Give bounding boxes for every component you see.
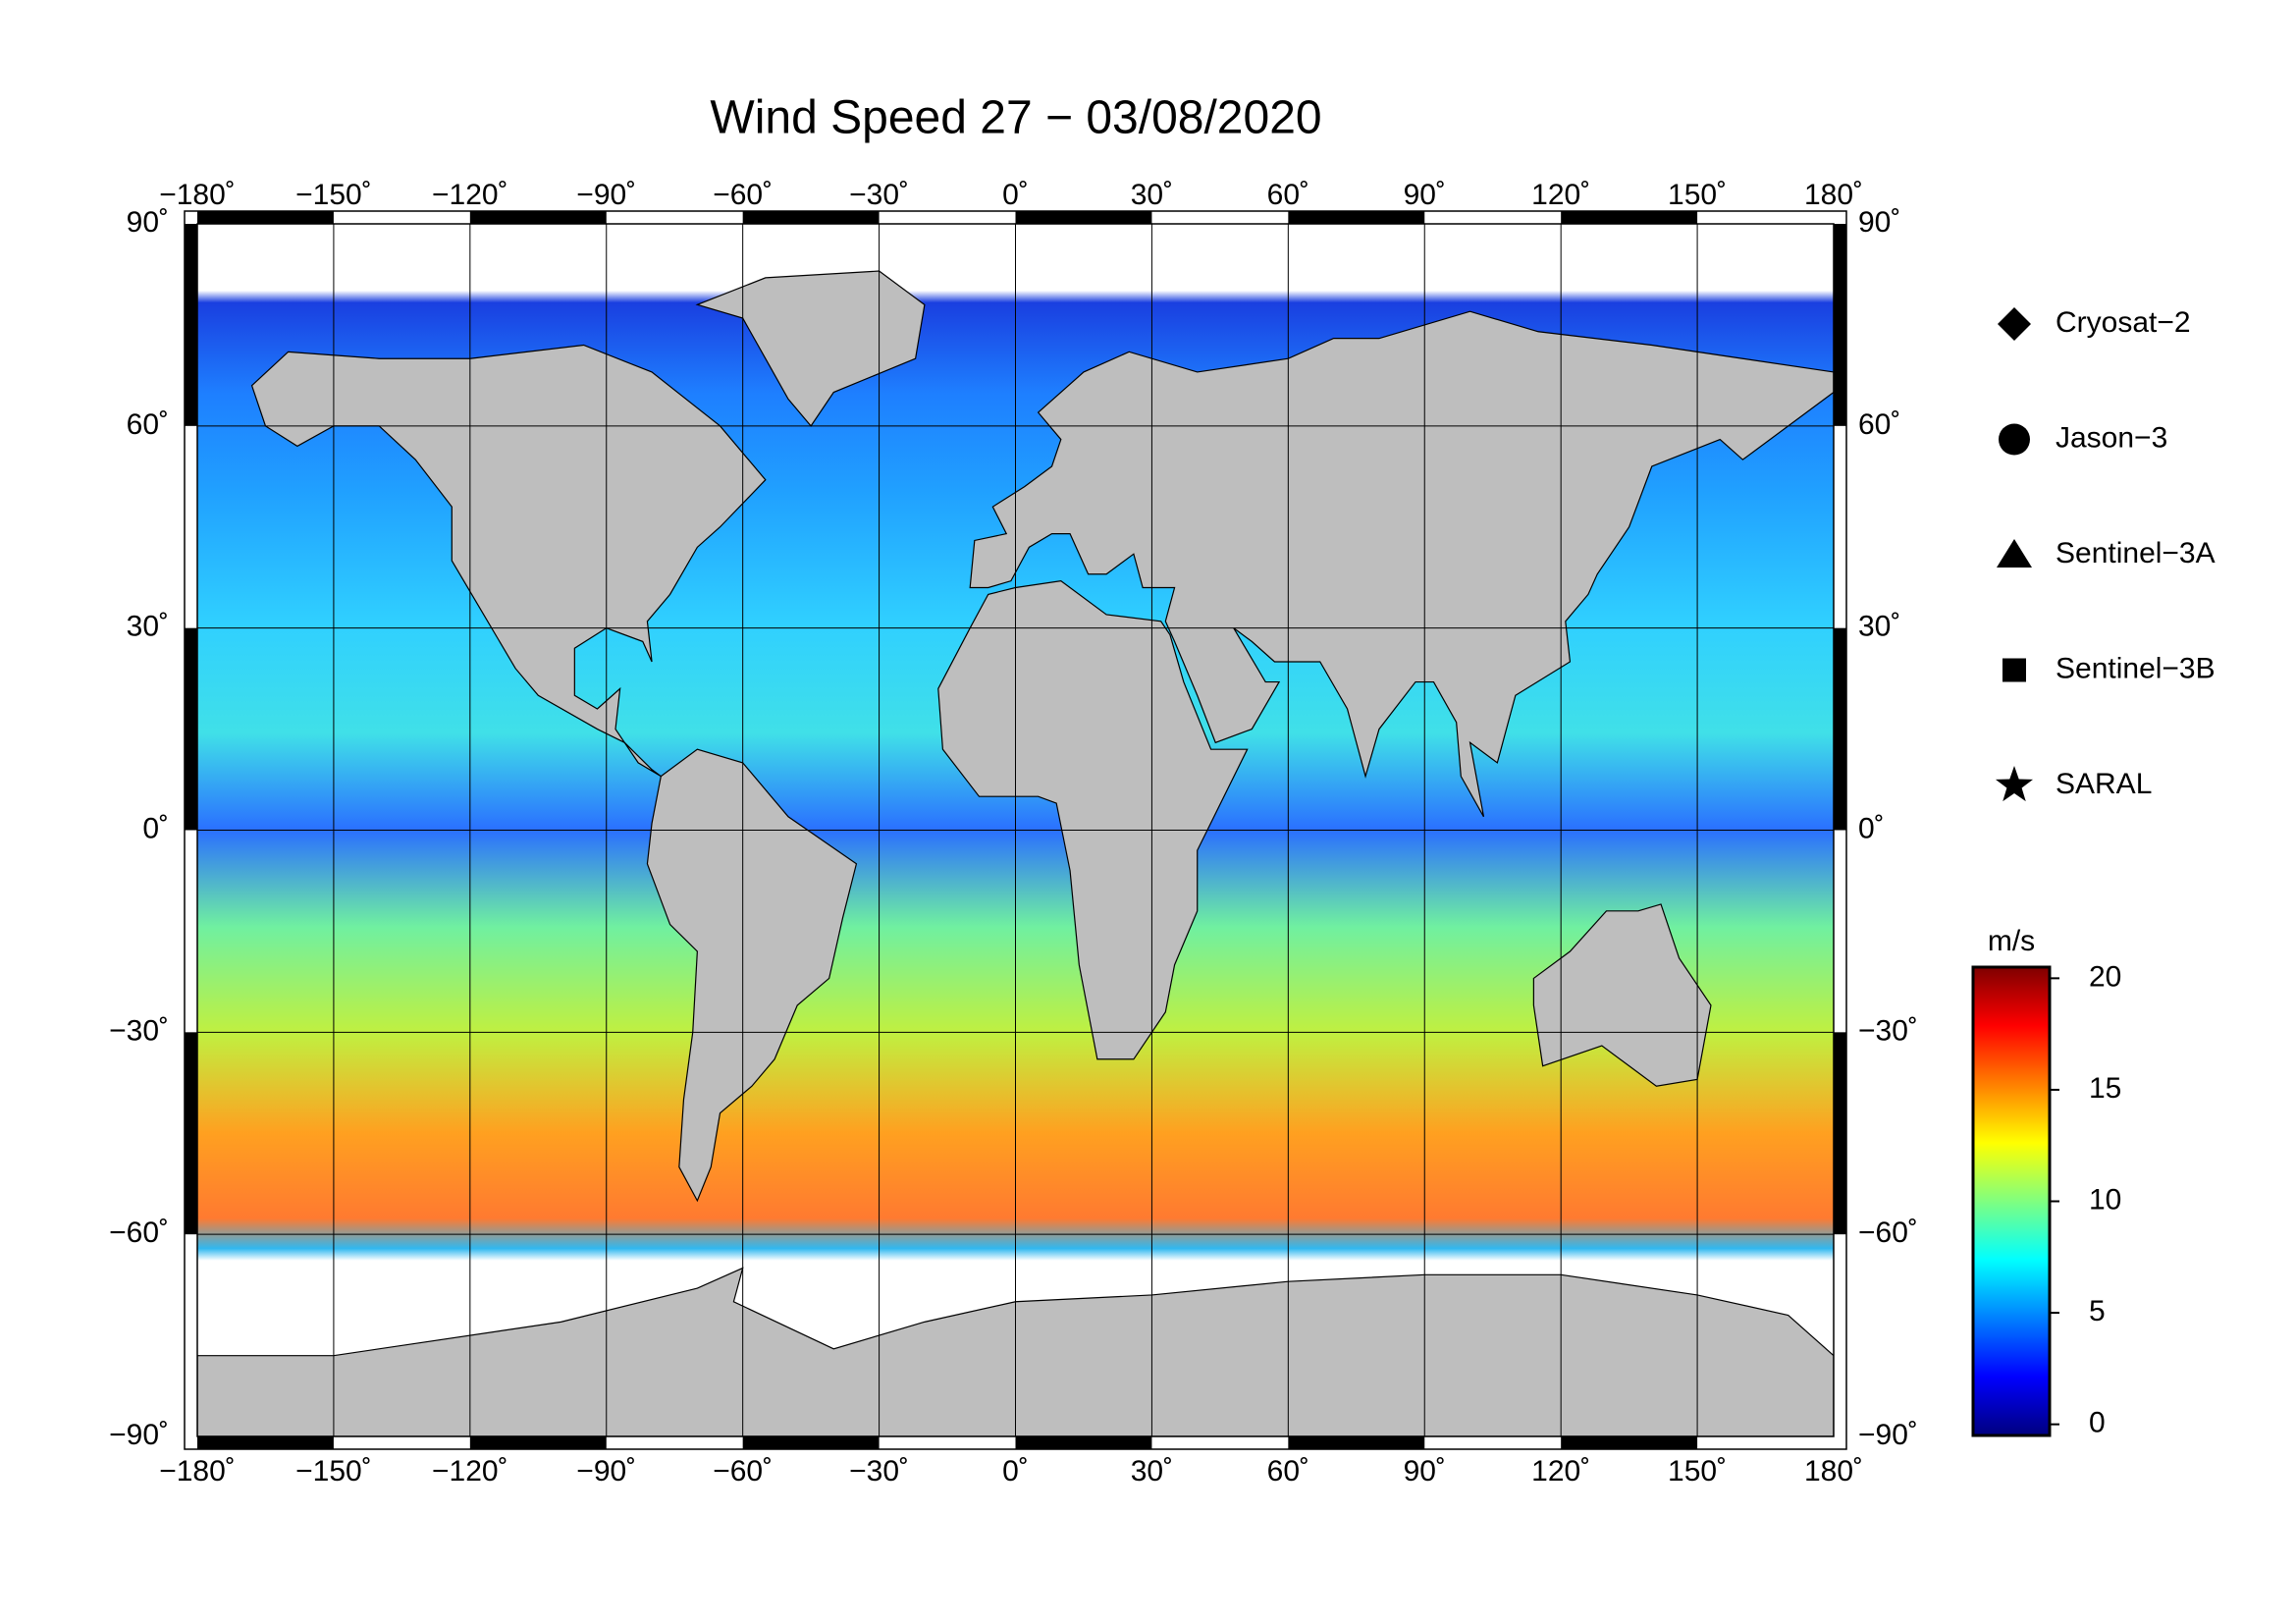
x-tick-label: 120˚ xyxy=(1531,1455,1590,1488)
frame-segment xyxy=(185,627,197,831)
y-tick-label: 90˚ xyxy=(1858,206,1900,239)
frame-segment xyxy=(1834,1032,1846,1235)
y-tick-label: −60˚ xyxy=(109,1217,169,1249)
frame-segment xyxy=(197,211,334,224)
x-tick-label: 0˚ xyxy=(1002,1455,1029,1488)
legend-marker xyxy=(1997,539,2032,568)
x-tick-label: 30˚ xyxy=(1131,1455,1173,1488)
legend-label: SARAL xyxy=(2056,768,2152,800)
frame-segment xyxy=(1015,211,1152,224)
x-tick-label: −180˚ xyxy=(159,179,236,211)
x-tick-label: 90˚ xyxy=(1404,179,1446,211)
x-tick-label: −60˚ xyxy=(713,179,773,211)
x-tick-label: 60˚ xyxy=(1267,1455,1309,1488)
australia xyxy=(1532,903,1712,1087)
frame-segment xyxy=(742,211,880,224)
x-tick-label: −120˚ xyxy=(432,179,508,211)
frame-segment xyxy=(185,224,197,426)
y-tick-label: −30˚ xyxy=(109,1014,169,1047)
x-tick-label: −30˚ xyxy=(849,179,909,211)
x-tick-label: 90˚ xyxy=(1404,1455,1446,1488)
x-tick-label: −120˚ xyxy=(432,1455,508,1488)
x-tick-label: −60˚ xyxy=(713,1455,773,1488)
colorbar-tick-label: 0 xyxy=(2089,1407,2106,1439)
colorbar-tick-label: 10 xyxy=(2089,1183,2121,1216)
x-tick-label: −90˚ xyxy=(576,1455,636,1488)
y-tick-label: −90˚ xyxy=(109,1419,169,1451)
x-tick-label: −180˚ xyxy=(159,1455,236,1488)
y-tick-label: 60˚ xyxy=(1858,408,1900,441)
x-tick-label: 150˚ xyxy=(1668,179,1727,211)
y-tick-label: −30˚ xyxy=(1858,1014,1918,1047)
x-tick-label: −90˚ xyxy=(576,179,636,211)
x-tick-label: 120˚ xyxy=(1531,179,1590,211)
x-tick-label: 150˚ xyxy=(1668,1455,1727,1488)
frame-segment xyxy=(1288,1436,1425,1449)
map-title: Wind Speed 27 − 03/08/2020 xyxy=(710,92,1321,144)
legend-label: Sentinel−3A xyxy=(2056,537,2216,569)
x-tick-label: 180˚ xyxy=(1804,179,1863,211)
legend-marker xyxy=(2002,658,2026,682)
eurasia xyxy=(969,310,1834,818)
north-america xyxy=(250,344,767,778)
x-tick-label: 180˚ xyxy=(1804,1455,1863,1488)
legend-label: Sentinel−3B xyxy=(2056,652,2216,684)
frame-segment xyxy=(469,211,607,224)
colorbar-tick-label: 15 xyxy=(2089,1072,2121,1105)
y-tick-label: 60˚ xyxy=(127,408,169,441)
y-tick-label: 30˚ xyxy=(1858,611,1900,643)
x-tick-label: −150˚ xyxy=(295,1455,372,1488)
legend-label: Cryosat−2 xyxy=(2056,306,2191,339)
frame-segment xyxy=(742,1436,880,1449)
colorbar-tick-label: 20 xyxy=(2089,960,2121,993)
y-tick-label: −60˚ xyxy=(1858,1217,1918,1249)
frame-segment xyxy=(185,1032,197,1235)
frame-segment xyxy=(469,1436,607,1449)
frame-segment xyxy=(1015,1436,1152,1449)
x-tick-label: 0˚ xyxy=(1002,179,1029,211)
y-tick-label: 90˚ xyxy=(127,206,169,239)
frame-segment xyxy=(1834,627,1846,831)
colorbar xyxy=(1971,965,2052,1437)
y-tick-label: −90˚ xyxy=(1858,1419,1918,1451)
frame-segment xyxy=(1288,211,1425,224)
legend-marker xyxy=(1995,766,2034,802)
frame-segment xyxy=(197,1436,334,1449)
x-tick-label: 30˚ xyxy=(1131,179,1173,211)
y-tick-label: 0˚ xyxy=(1858,812,1885,844)
frame-segment xyxy=(1561,1436,1698,1449)
colorbar-tick-label: 5 xyxy=(2089,1295,2106,1327)
colorbar-label: m/s xyxy=(1988,925,2035,957)
x-tick-label: −150˚ xyxy=(295,179,372,211)
legend-marker xyxy=(1998,307,2031,341)
legend-marker xyxy=(1999,423,2030,456)
x-tick-label: 60˚ xyxy=(1267,179,1309,211)
legend-label: Jason−3 xyxy=(2056,421,2167,454)
map-overlay: −180˚ −180˚ −150˚ −150˚ −120˚ −120˚ −90˚ −90˚ −6… xyxy=(109,179,2216,1488)
frame-segment xyxy=(1561,211,1698,224)
frame-segment xyxy=(1834,224,1846,426)
y-tick-label: 30˚ xyxy=(127,611,169,643)
y-tick-label: 0˚ xyxy=(142,812,169,844)
x-tick-label: −30˚ xyxy=(849,1455,909,1488)
south-america xyxy=(646,748,858,1203)
